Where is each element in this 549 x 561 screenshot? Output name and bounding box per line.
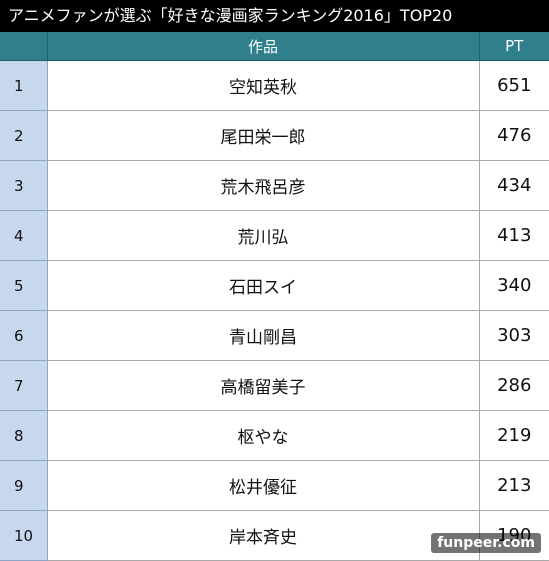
name-cell: 空知英秋	[47, 60, 480, 111]
table-row: 6 青山剛昌 303	[0, 310, 549, 361]
pt-cell: 340	[479, 260, 549, 311]
name-cell: 岸本斉史	[47, 510, 480, 561]
rank-cell: 3	[0, 160, 48, 211]
rank-cell: 9	[0, 460, 48, 511]
rank-cell: 7	[0, 360, 48, 411]
pt-cell: 286	[479, 360, 549, 411]
rank-cell: 6	[0, 310, 48, 361]
name-cell: 青山剛昌	[47, 310, 480, 361]
table-row: 4 荒川弘 413	[0, 210, 549, 261]
table-row: 1 空知英秋 651	[0, 60, 549, 111]
table-row: 5 石田スイ 340	[0, 260, 549, 311]
rank-cell: 2	[0, 110, 48, 161]
name-cell: 荒木飛呂彦	[47, 160, 480, 211]
name-column-header: 作品	[47, 32, 480, 61]
table-row: 9 松井優征 213	[0, 460, 549, 511]
name-cell: 高橋留美子	[47, 360, 480, 411]
name-cell: 荒川弘	[47, 210, 480, 261]
table-row: 2 尾田栄一郎 476	[0, 110, 549, 161]
watermark-logo: funpeer.com	[431, 533, 541, 553]
rank-cell: 1	[0, 60, 48, 111]
rank-cell: 8	[0, 410, 48, 461]
table-row: 7 高橋留美子 286	[0, 360, 549, 411]
rank-column-header	[0, 32, 48, 61]
rank-cell: 10	[0, 510, 48, 561]
table-row: 3 荒木飛呂彦 434	[0, 160, 549, 211]
ranking-table: 作品 PT 1 空知英秋 651 2 尾田栄一郎 476 3 荒木飛呂彦 434…	[0, 32, 549, 561]
table-row: 8 枢やな 219	[0, 410, 549, 461]
pt-cell: 476	[479, 110, 549, 161]
rank-cell: 5	[0, 260, 48, 311]
table-header-row: 作品 PT	[0, 32, 549, 61]
rank-cell: 4	[0, 210, 48, 261]
pt-cell: 219	[479, 410, 549, 461]
pt-cell: 213	[479, 460, 549, 511]
name-cell: 枢やな	[47, 410, 480, 461]
pt-column-header: PT	[479, 32, 549, 61]
name-cell: 尾田栄一郎	[47, 110, 480, 161]
name-cell: 松井優征	[47, 460, 480, 511]
pt-cell: 651	[479, 60, 549, 111]
pt-cell: 303	[479, 310, 549, 361]
name-cell: 石田スイ	[47, 260, 480, 311]
ranking-title: アニメファンが選ぶ「好きな漫画家ランキング2016」TOP20	[0, 0, 549, 32]
pt-cell: 413	[479, 210, 549, 261]
pt-cell: 434	[479, 160, 549, 211]
